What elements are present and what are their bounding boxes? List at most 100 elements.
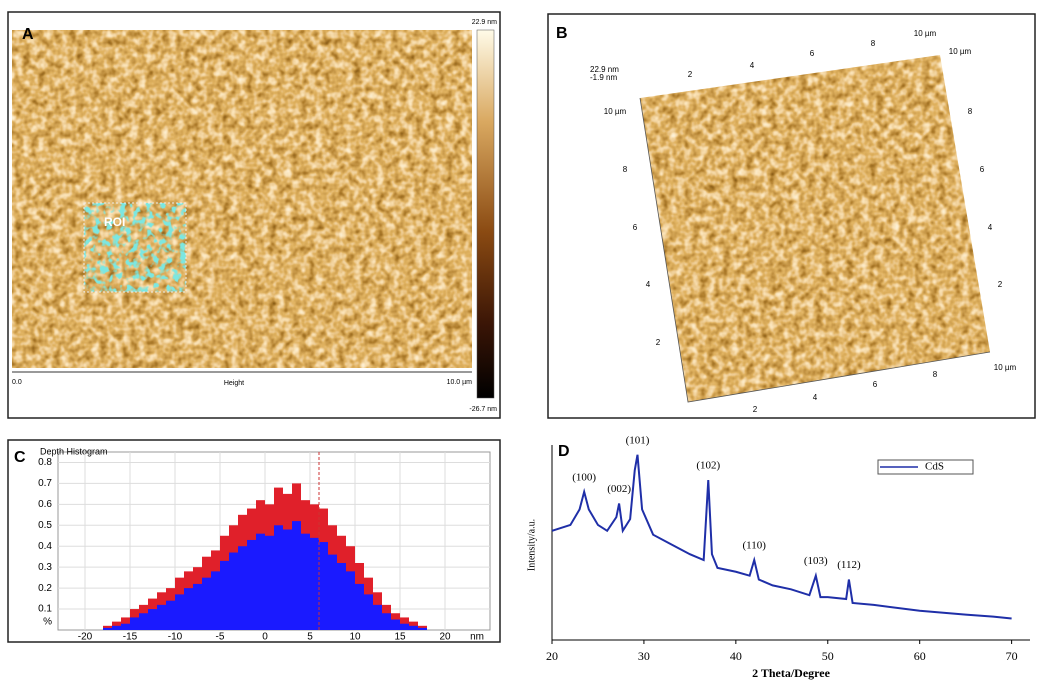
x-tick-label: 0 — [262, 632, 268, 643]
y-unit: % — [43, 617, 52, 628]
x-tick-label: -20 — [78, 632, 93, 643]
x-tick-label: 60 — [914, 649, 926, 663]
histogram-bar — [337, 562, 346, 630]
histogram-bar — [382, 613, 391, 630]
histogram-bar — [157, 604, 166, 630]
histogram-bar — [121, 623, 130, 630]
histogram-bar — [409, 625, 418, 630]
histogram-bar — [202, 577, 211, 630]
histogram-bar — [310, 537, 319, 630]
peak-label: (112) — [837, 559, 861, 571]
histogram-bar — [238, 546, 247, 630]
surface-axes — [639, 97, 991, 403]
x-tick-label: 40 — [730, 649, 742, 663]
histogram-bar — [418, 627, 427, 630]
histogram-bar — [166, 600, 175, 630]
roi-label: ROI — [104, 215, 125, 229]
roi-mask — [84, 203, 186, 292]
axis-label: 2 — [688, 70, 693, 79]
histogram-bar — [103, 627, 112, 630]
histogram-bar — [256, 533, 265, 630]
afm-surface — [640, 55, 990, 402]
peak-label: (102) — [696, 460, 720, 472]
axis-label: 6 — [980, 165, 985, 174]
histogram-bar — [184, 588, 193, 630]
histogram-bar — [400, 623, 409, 630]
panel-label: C — [14, 449, 26, 466]
x-tick-label: -10 — [168, 632, 183, 643]
axis-label: 6 — [633, 223, 638, 232]
histogram-bar — [193, 583, 202, 630]
color-bar — [476, 29, 495, 399]
roi-box — [83, 202, 187, 293]
histogram-bar — [274, 525, 283, 630]
panel-frame — [547, 13, 1036, 419]
legend-box — [877, 459, 974, 475]
chart-title: Depth Histogram — [40, 446, 108, 456]
y-tick-label: 0.1 — [38, 604, 52, 615]
panel-label: B — [556, 25, 568, 42]
peak-label: (002) — [607, 483, 631, 495]
histogram-bar — [139, 613, 148, 630]
y-tick-label: 0.8 — [38, 457, 52, 468]
peak-label: (103) — [804, 555, 828, 567]
x-label: Height — [224, 380, 244, 387]
y-axis-label: Intensity/a.u. — [526, 519, 537, 571]
axis-label: 4 — [988, 223, 993, 232]
x-tick-label: 30 — [638, 649, 650, 663]
z-max: 22.9 nm — [590, 65, 619, 74]
y-tick-label: 0.5 — [38, 520, 52, 531]
legend-label: CdS — [925, 461, 944, 473]
axis-label: 4 — [813, 393, 818, 402]
x-end: 10.0 µm — [447, 379, 473, 386]
histogram-bar — [265, 535, 274, 630]
z-min: -1.9 nm — [590, 73, 617, 82]
x-tick-label: 50 — [822, 649, 834, 663]
axis-label: 2 — [998, 280, 1003, 289]
panel-label: D — [558, 443, 570, 460]
y-tick-label: 0.4 — [38, 541, 52, 552]
axis-label: 8 — [968, 107, 973, 116]
afm-image — [12, 30, 472, 368]
histogram-bar — [301, 533, 310, 630]
axis-label: 10 µm — [994, 363, 1017, 372]
axis-label: 8 — [933, 370, 938, 379]
histogram-bar — [373, 604, 382, 630]
axis-label: 2 — [656, 338, 661, 347]
peak-label: (101) — [626, 434, 650, 446]
x-tick-label: -5 — [216, 632, 225, 643]
histogram-bar — [328, 554, 337, 630]
panel-label: A — [22, 26, 34, 43]
histogram-bar — [391, 619, 400, 630]
panel-frame — [7, 439, 501, 643]
axis-label: 10 µm — [949, 47, 972, 56]
histogram-bar — [229, 552, 238, 630]
y-tick-label: 0.3 — [38, 562, 52, 573]
axis-label: 2 — [753, 405, 758, 414]
axis-label: 8 — [871, 39, 876, 48]
axis-label: 4 — [646, 280, 651, 289]
scale-max: 22.9 nm — [472, 19, 497, 26]
x-tick-label: 20 — [439, 632, 451, 643]
histogram-bar — [112, 625, 121, 630]
histogram-bar — [220, 560, 229, 630]
y-tick-label: 0.2 — [38, 583, 52, 594]
x-tick-label: 20 — [546, 649, 558, 663]
peak-label: (110) — [743, 540, 767, 552]
peak-label: (100) — [572, 471, 596, 483]
x-tick-label: 70 — [1006, 649, 1018, 663]
scale-min: -26.7 nm — [469, 406, 497, 413]
axis-label: 10 µm — [914, 29, 937, 38]
x-start: 0.0 — [12, 379, 22, 386]
histogram-bar — [319, 542, 328, 630]
histogram-bar — [346, 571, 355, 630]
y-tick-label: 0.6 — [38, 499, 52, 510]
axis-label: 10 µm — [604, 107, 627, 116]
x-axis-label: 2 Theta/Degree — [752, 666, 831, 680]
x-tick-label: 5 — [307, 632, 313, 643]
histogram-bar — [355, 583, 364, 630]
panel-frame — [7, 11, 501, 419]
histogram-bar — [148, 609, 157, 630]
axis-label: 4 — [750, 61, 755, 70]
